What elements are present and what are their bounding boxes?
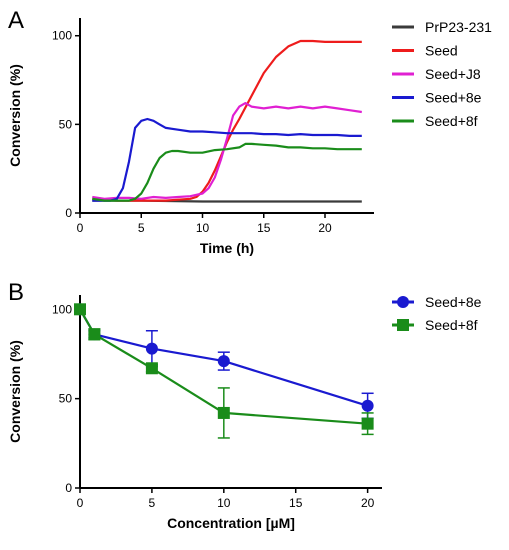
panel-a-legend-label-prp23-231: PrP23-231 [425, 19, 492, 35]
panel-b-x-tick-label: 15 [289, 496, 303, 510]
panel-b-legend-marker-seed-8f [397, 319, 409, 331]
panel-b-y-axis-title: Conversion (%) [7, 340, 23, 443]
panel-a-x-tick-label: 15 [257, 221, 271, 235]
panel-a-series-line-seed-8e [92, 117, 362, 202]
panel-a-series-line-seed [92, 39, 362, 202]
panel-a-chart: 0 5 10 15 20 0 50 100 Time (h) Conversion (%) PrP2… [7, 18, 492, 256]
panel-b-point-seed-8e [217, 355, 230, 368]
panel-b-legend-marker-seed-8e [397, 296, 409, 308]
panel-b-x-axis-title: Concentration [µM] [167, 515, 295, 531]
panel-b-point-seed-8f [88, 328, 101, 341]
panel-b-point-seed-8f [145, 362, 158, 375]
panel-a-series-line-seed-8f [92, 142, 362, 202]
panel-b-point-seed-8e [361, 399, 374, 412]
panel-a-y-tick-label: 100 [52, 29, 72, 43]
panel-a-x-tick-label: 0 [77, 221, 84, 235]
panel-b-y-tick-label: 50 [59, 392, 73, 406]
panel-a-x-tick-label: 20 [318, 221, 332, 235]
panel-a-legend-label-seed-j8: Seed+J8 [425, 66, 481, 82]
panel-b-x-tick-label: 20 [361, 496, 375, 510]
panel-a-series-line-seed-j8 [92, 101, 362, 200]
panel-b-legend-label-seed-8f: Seed+8f [425, 317, 478, 333]
panel-a-x-axis-title: Time (h) [200, 240, 254, 256]
panel-b-point-seed-8e [145, 342, 158, 355]
panel-b-x-tick-label: 0 [77, 496, 84, 510]
panel-b-y-tick-label: 0 [65, 481, 72, 495]
panel-a-y-tick-label: 50 [59, 117, 73, 131]
panel-a-letter: A [8, 7, 24, 34]
panel-b-y-tick-label: 100 [52, 302, 72, 316]
panel-a-y-axis-title: Conversion (%) [7, 64, 23, 167]
panel-a-legend-label-seed-8f: Seed+8f [425, 113, 478, 129]
panel-a-y-tick-label: 0 [65, 206, 72, 220]
panel-a-x-tick-label: 5 [138, 221, 145, 235]
panel-b-point-seed-8f [74, 303, 86, 316]
panel-b-chart: 0 5 10 15 20 0 50 100 Concentration [µM] Conversi… [7, 294, 482, 531]
panel-b-point-seed-8f [361, 417, 374, 430]
panel-b-x-tick-label: 10 [217, 496, 231, 510]
panel-b-point-seed-8f [217, 406, 230, 419]
panel-b-legend-label-seed-8e: Seed+8e [425, 294, 482, 310]
panel-b-x-tick-label: 5 [149, 496, 156, 510]
panel-a-x-tick-label: 10 [196, 221, 210, 235]
panel-b-letter: B [8, 279, 24, 306]
panel-a-legend-label-seed: Seed [425, 43, 458, 59]
panel-a-legend-label-seed-8e: Seed+8e [425, 90, 482, 106]
